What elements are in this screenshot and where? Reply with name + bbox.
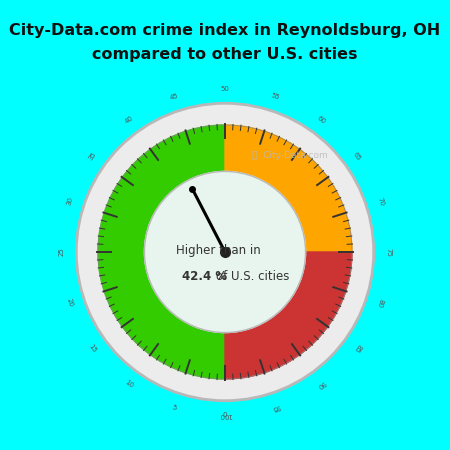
- Text: compared to other U.S. cities: compared to other U.S. cities: [92, 47, 358, 62]
- Text: City-Data.com crime index in Reynoldsburg, OH: City-Data.com crime index in Reynoldsbur…: [9, 22, 441, 37]
- Text: 5: 5: [171, 404, 177, 411]
- Wedge shape: [98, 125, 225, 379]
- Text: 0: 0: [223, 413, 227, 419]
- Text: ⓘ  City-Data.com: ⓘ City-Data.com: [252, 152, 328, 161]
- Text: 60: 60: [315, 115, 326, 125]
- Text: 50: 50: [220, 86, 230, 91]
- Wedge shape: [225, 252, 352, 379]
- Wedge shape: [78, 105, 372, 399]
- Text: 55: 55: [270, 92, 281, 101]
- Circle shape: [144, 171, 306, 333]
- Text: 80: 80: [376, 297, 385, 308]
- Text: 100: 100: [218, 413, 232, 419]
- Text: 15: 15: [88, 343, 98, 353]
- Text: 95: 95: [270, 403, 281, 412]
- Text: 45: 45: [169, 92, 180, 101]
- Text: 40: 40: [124, 115, 134, 125]
- Text: 25: 25: [58, 248, 64, 256]
- Text: 10: 10: [124, 379, 135, 389]
- Text: 70: 70: [376, 196, 385, 207]
- Wedge shape: [225, 125, 352, 252]
- Text: 35: 35: [88, 151, 98, 161]
- Text: 90: 90: [315, 379, 326, 389]
- Text: of U.S. cities: of U.S. cities: [216, 270, 289, 284]
- Text: 42.4 %: 42.4 %: [182, 270, 227, 284]
- Text: 30: 30: [65, 196, 74, 207]
- Text: Higher than in: Higher than in: [176, 244, 261, 257]
- Text: 20: 20: [65, 297, 74, 308]
- Text: 85: 85: [352, 343, 362, 353]
- Text: 75: 75: [386, 248, 392, 256]
- Text: 65: 65: [352, 151, 362, 161]
- Circle shape: [76, 104, 373, 400]
